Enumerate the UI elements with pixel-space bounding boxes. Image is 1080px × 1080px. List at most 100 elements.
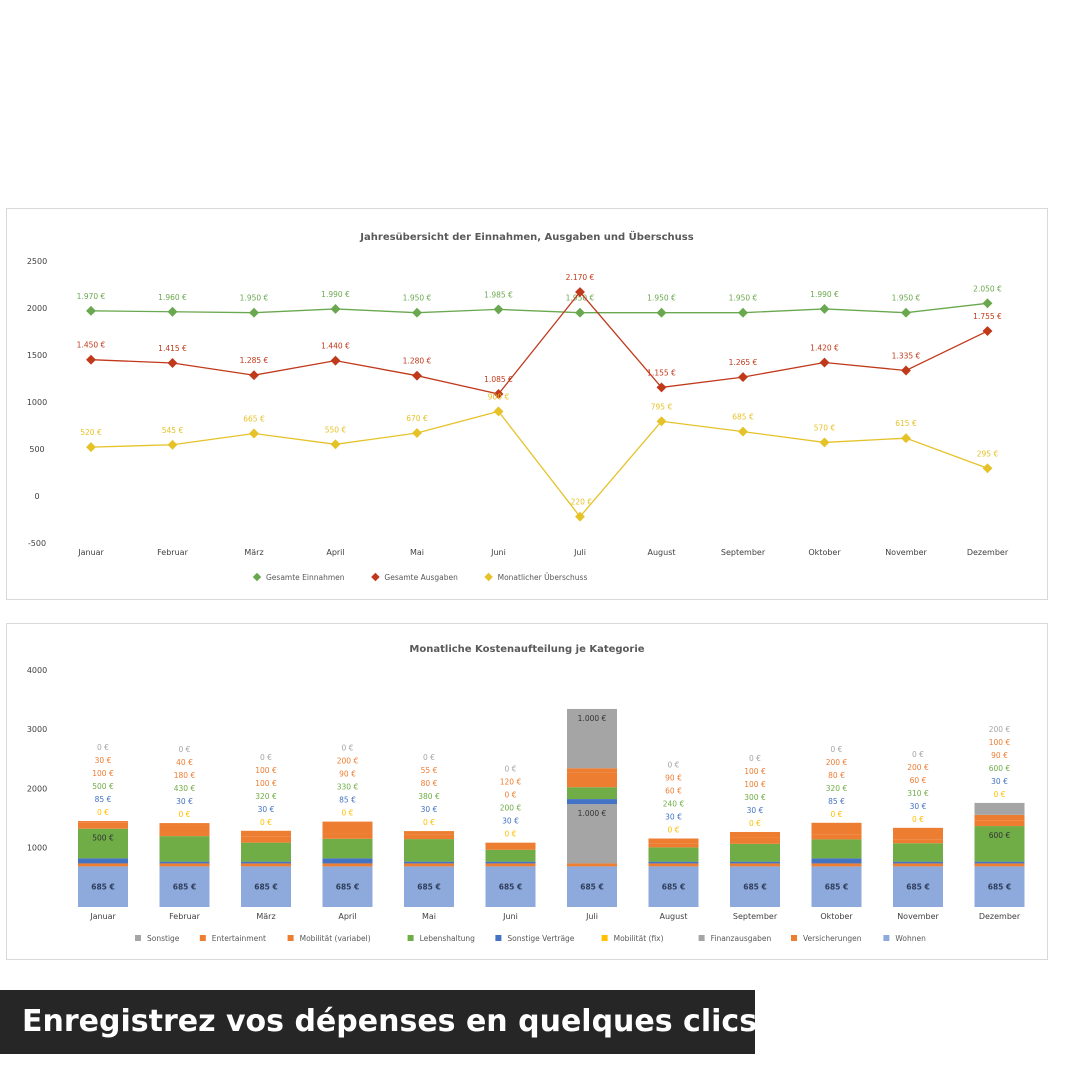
data-point (330, 439, 341, 450)
bar-segment-versicherungen (322, 863, 373, 867)
category-value-label: 0 € (749, 819, 761, 828)
category-value-label: 60 € (910, 776, 927, 785)
category-value-label: 30 € (747, 806, 764, 815)
bar-segment-lebenshaltung (159, 836, 210, 862)
data-label: 550 € (325, 425, 347, 434)
data-label: 1.335 € (892, 352, 921, 361)
data-label: 1.985 € (484, 290, 513, 299)
bar-value-label: 685 € (499, 883, 523, 892)
data-point (330, 303, 341, 314)
data-point (982, 326, 993, 336)
data-point (575, 511, 585, 522)
y-tick-label: -500 (28, 539, 46, 548)
bar-segment-mobilit-t-variabel- (893, 839, 943, 844)
category-value-label: 320 € (826, 784, 848, 793)
category-value-label: 500 € (92, 782, 114, 791)
chart-title: Jahresübersicht der Einnahmen, Ausgaben … (359, 229, 693, 243)
category-value-label: 0 € (912, 815, 924, 824)
category-value-label: 120 € (500, 778, 522, 787)
bar-value-label: 685 € (91, 883, 115, 892)
data-label: 665 € (243, 414, 265, 423)
bar-segment-lebenshaltung (78, 828, 128, 859)
category-value-label: 100 € (92, 769, 114, 778)
bar-value-label: 685 € (173, 883, 197, 892)
data-point (738, 426, 748, 437)
category-value-label: 0 € (260, 753, 272, 762)
data-point (738, 372, 748, 383)
category-value-label: 0 € (668, 761, 680, 770)
category-value-label: 100 € (989, 738, 1011, 747)
bar-value-label: 1.000 € (578, 809, 607, 818)
x-tick-label: Februar (169, 912, 200, 921)
bar-segment-entertainment (78, 821, 128, 823)
data-point (167, 358, 178, 368)
bar-segment-lebenshaltung (648, 847, 699, 862)
category-value-label: 320 € (255, 792, 277, 801)
y-tick-label: 4000 (27, 666, 47, 675)
series-line-2 (90, 410, 988, 518)
bar-segment-versicherungen (974, 863, 1025, 867)
bar-segment-wohnen (893, 866, 943, 907)
bar-segment-versicherungen (730, 863, 780, 867)
category-value-label: 90 € (991, 751, 1008, 760)
y-tick-label: 2000 (27, 304, 47, 313)
category-value-label: 55 € (421, 766, 438, 775)
category-value-label: 0 € (668, 826, 680, 835)
legend-marker (407, 935, 414, 941)
legend-marker (495, 935, 502, 941)
bar-segment-sonstige-vertr-ge (485, 861, 536, 864)
bar-value-label: 500 € (92, 834, 114, 843)
bar-segment-wohnen (241, 866, 291, 907)
stacked-bar-chart-svg: Monatliche Kostenaufteilung je Kategorie… (27, 644, 1025, 943)
data-point (412, 307, 422, 318)
data-point (86, 354, 96, 365)
bar-segment-versicherungen (811, 863, 862, 867)
bar-segment-entertainment (974, 814, 1025, 821)
data-label: 1.990 € (321, 290, 350, 299)
bar-segment-wohnen (567, 866, 617, 907)
category-value-label: 85 € (828, 797, 845, 806)
bar-segment-sonstige-vertr-ge (893, 861, 943, 864)
caption-banner: Enregistrez vos dépenses en quelques cli… (0, 990, 757, 1054)
bar-segment-entertainment (404, 831, 454, 835)
x-tick-label: Februar (157, 548, 188, 557)
data-label: 570 € (814, 423, 836, 432)
bar-segment-lebenshaltung (322, 838, 373, 859)
cost-breakdown-chart: Monatliche Kostenaufteilung je Kategorie… (6, 623, 1048, 960)
data-point (656, 382, 667, 393)
legend-label: Lebenshaltung (420, 934, 476, 943)
category-value-label: 100 € (255, 779, 277, 788)
data-label: 1.450 € (77, 341, 106, 350)
data-point (86, 442, 96, 453)
bar-segment-entertainment (893, 827, 943, 840)
data-point (575, 307, 585, 318)
data-point (819, 437, 830, 448)
bar-segment-wohnen (404, 866, 454, 907)
bar-segment-lebenshaltung (974, 826, 1025, 862)
category-value-label: 200 € (907, 763, 929, 772)
category-value-label: 180 € (174, 771, 196, 780)
data-label: 1.440 € (321, 342, 350, 351)
bar-segment-mobilit-t-variabel- (648, 843, 699, 848)
bar-segment-sonstige-vertr-ge (811, 858, 862, 864)
bar-segment-entertainment (730, 831, 780, 838)
bar-segment-sonstige-vertr-ge (78, 858, 128, 864)
data-point (412, 370, 422, 381)
category-value-label: 240 € (663, 800, 685, 809)
category-value-label: 0 € (505, 830, 517, 839)
bar-segment-lebenshaltung (241, 842, 291, 862)
bar-value-label: 685 € (662, 883, 686, 892)
data-label: 685 € (732, 413, 754, 422)
x-tick-label: Juli (585, 912, 598, 921)
x-tick-label: August (648, 548, 676, 557)
category-value-label: 0 € (505, 765, 517, 774)
legend-label: Sonstige Verträge (507, 934, 574, 943)
data-label: 1.950 € (647, 294, 676, 303)
data-point (656, 416, 667, 427)
bar-segment-entertainment (648, 838, 699, 844)
legend-marker (135, 935, 141, 941)
category-value-label: 30 € (421, 805, 438, 814)
x-tick-label: Januar (77, 548, 104, 557)
x-tick-label: Mai (410, 548, 424, 557)
data-label: 1.970 € (77, 292, 106, 301)
